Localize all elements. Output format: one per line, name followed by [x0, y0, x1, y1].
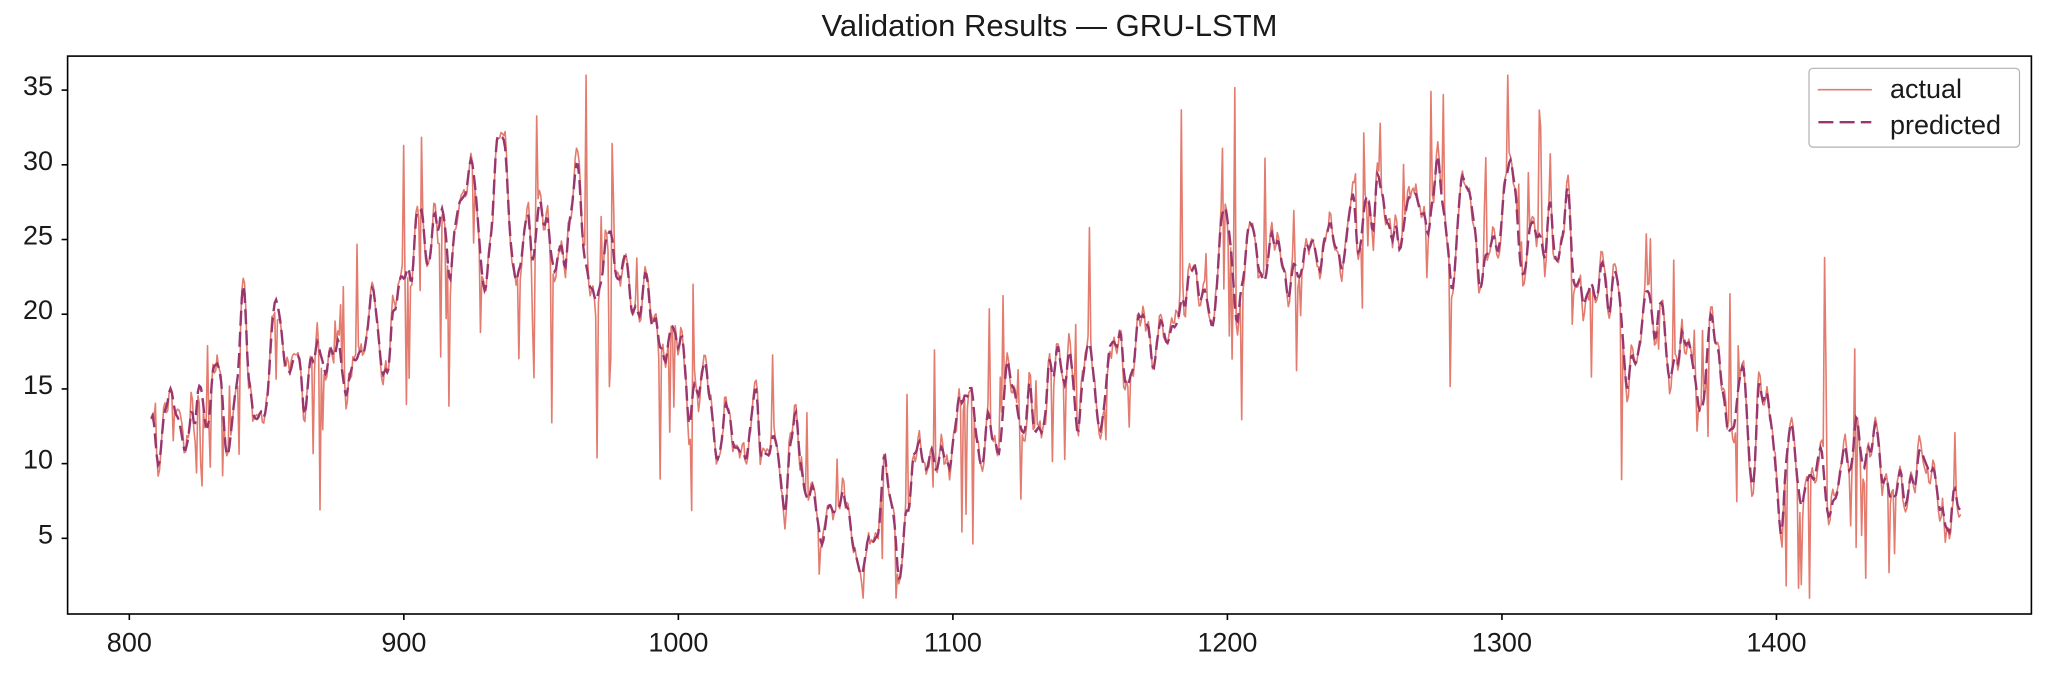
- svg-text:1300: 1300: [1472, 627, 1532, 657]
- svg-text:1200: 1200: [1197, 627, 1257, 657]
- svg-text:35: 35: [23, 71, 53, 101]
- svg-text:30: 30: [23, 146, 53, 176]
- svg-text:1400: 1400: [1746, 627, 1806, 657]
- svg-text:900: 900: [381, 627, 426, 657]
- svg-text:15: 15: [23, 370, 53, 400]
- svg-text:1100: 1100: [924, 627, 982, 657]
- svg-text:25: 25: [23, 221, 53, 251]
- svg-text:800: 800: [107, 627, 152, 657]
- svg-text:actual: actual: [1890, 74, 1962, 104]
- svg-text:20: 20: [23, 295, 53, 325]
- svg-text:10: 10: [23, 445, 53, 475]
- svg-text:predicted: predicted: [1890, 110, 2001, 140]
- svg-text:1000: 1000: [648, 627, 708, 657]
- svg-text:5: 5: [38, 519, 53, 549]
